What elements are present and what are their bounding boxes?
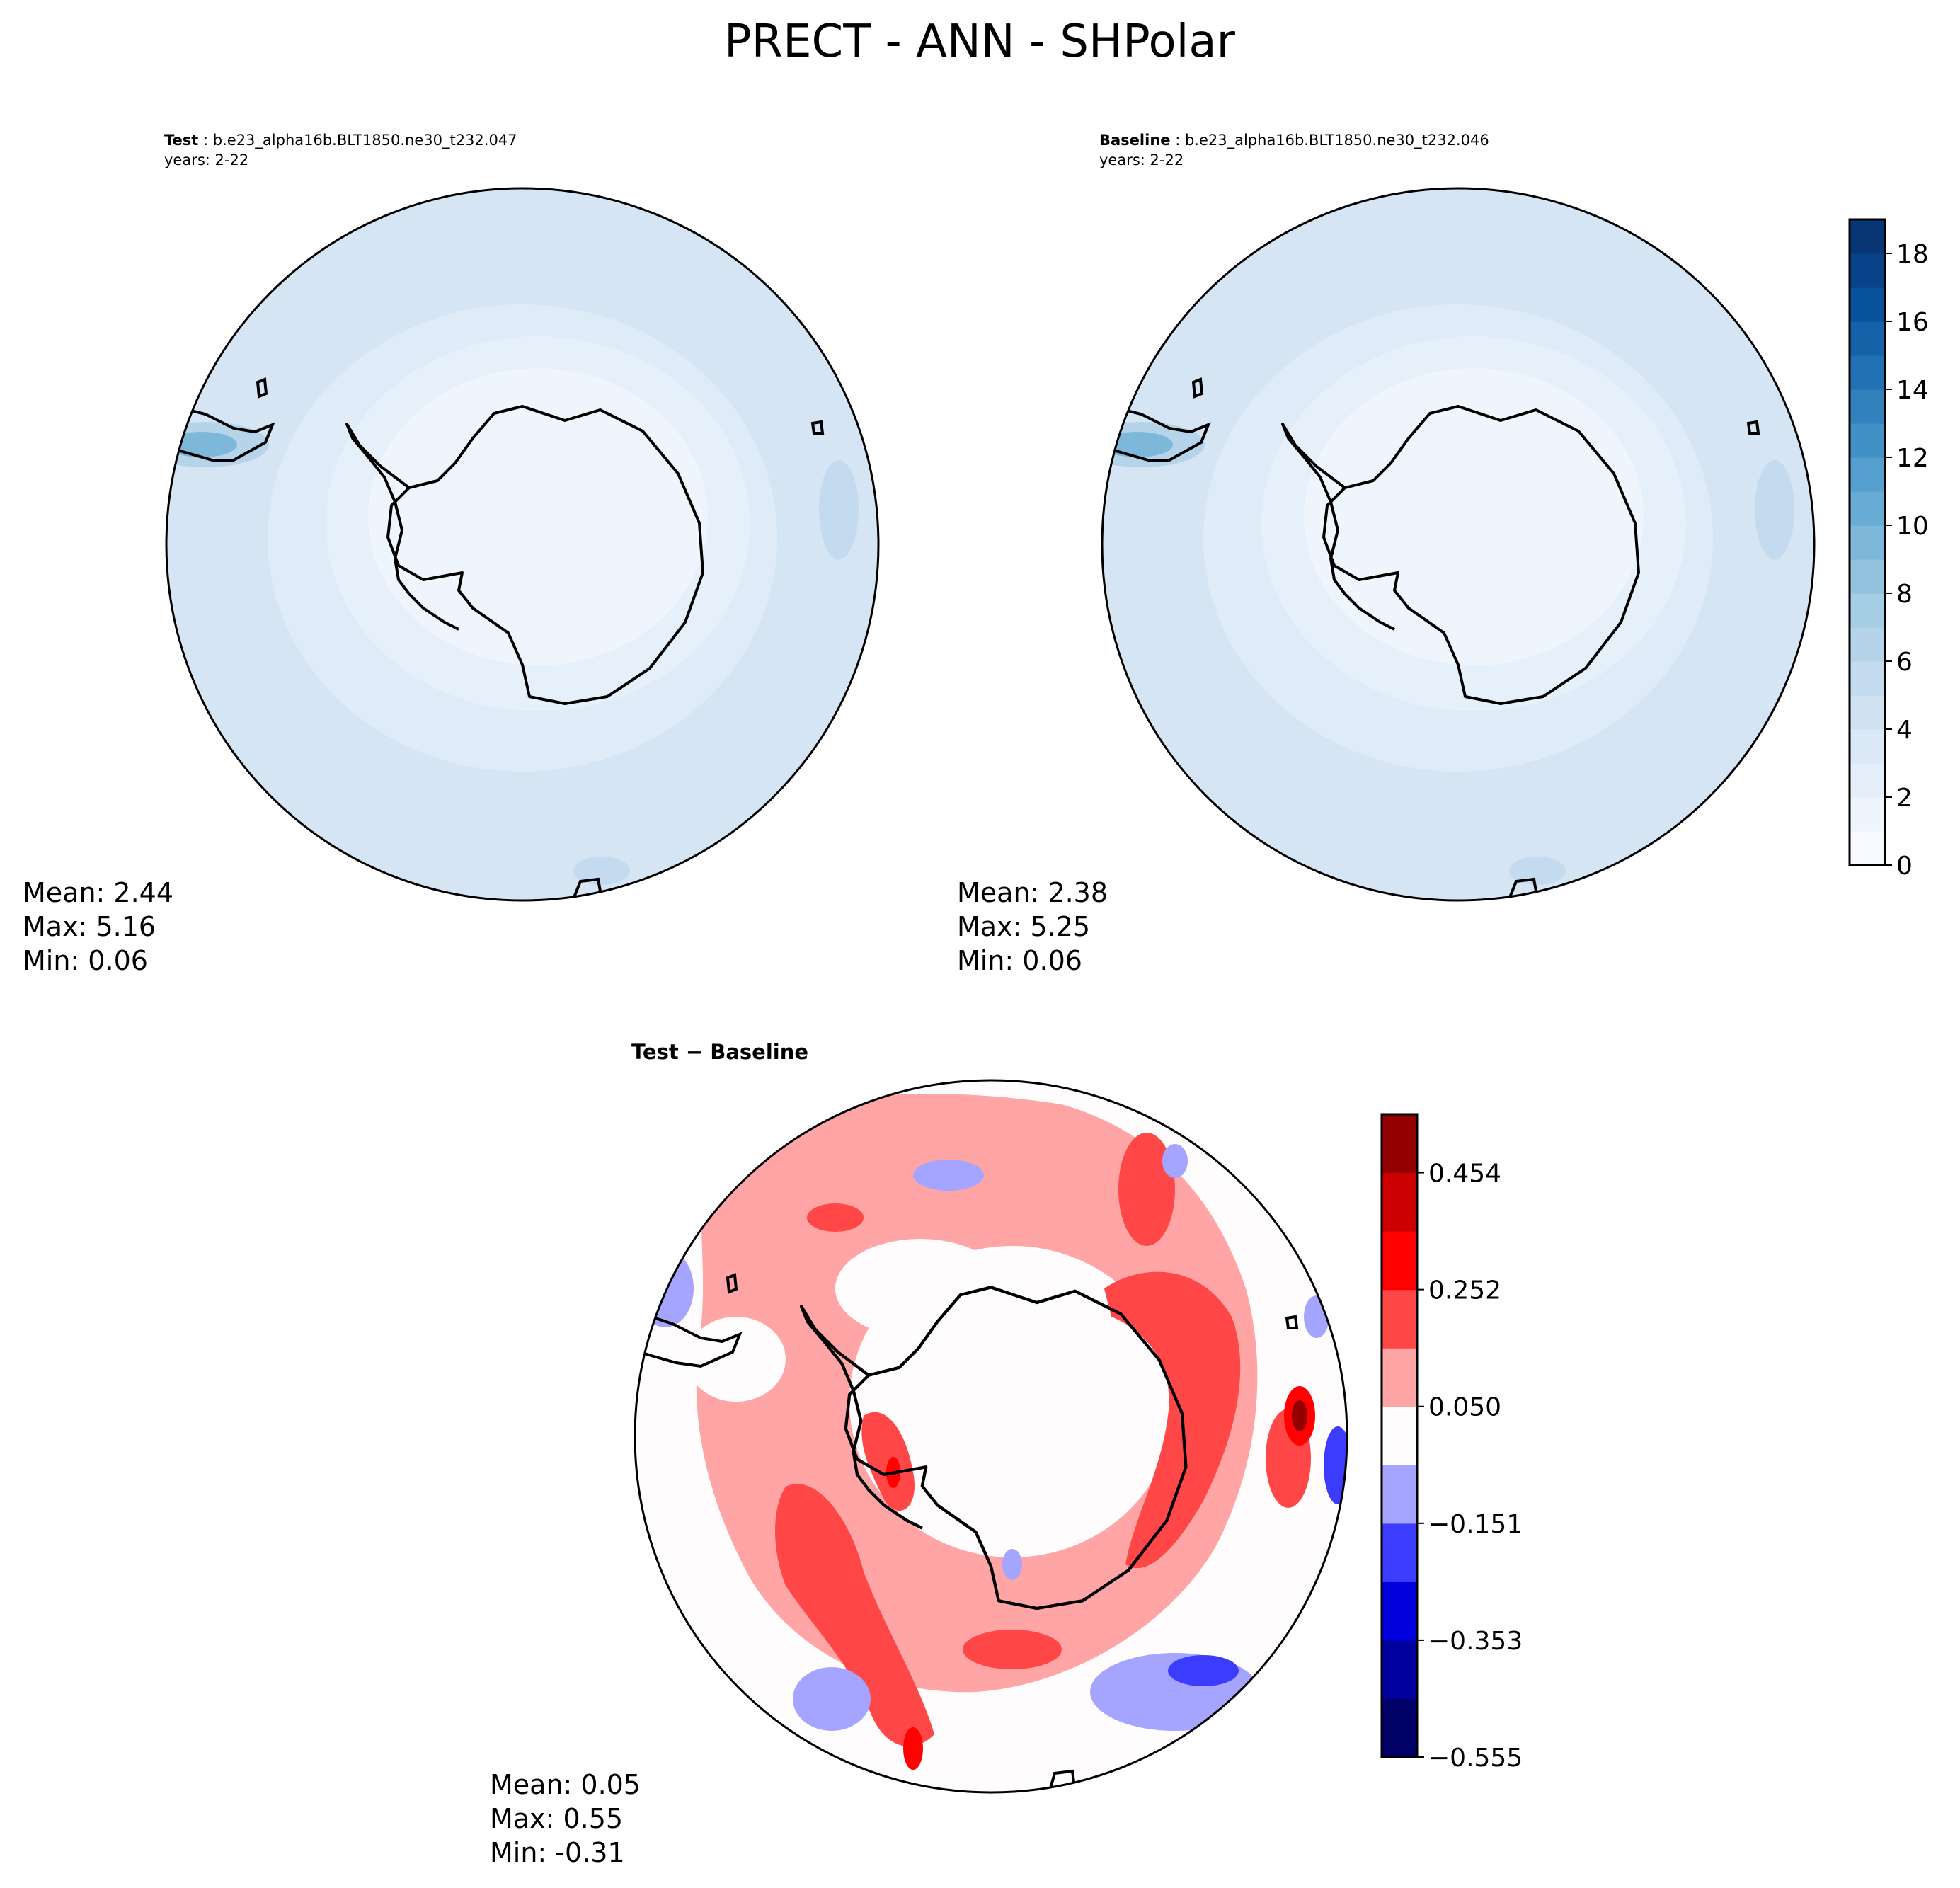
colorbar-difference-bin: [1382, 1465, 1417, 1524]
colorbar-precip-tick-label: 10: [1896, 512, 1929, 541]
colorbar-difference-tick-label: 0.454: [1428, 1160, 1501, 1189]
difference-stat-max: Max: 0.55: [490, 1803, 623, 1834]
colorbar-difference-bin: [1382, 1406, 1417, 1465]
colorbar-difference-bin: [1382, 1289, 1417, 1349]
colorbar-difference-tick-label: −0.151: [1428, 1510, 1523, 1539]
colorbar-precip-bin: [1850, 627, 1885, 662]
colorbar-precip-tick-label: 8: [1896, 580, 1913, 609]
panel-difference: Test − Baseline: [490, 1040, 1348, 1868]
colorbar-precip-bin: [1850, 661, 1885, 696]
colorbar-precip-bin: [1850, 423, 1885, 458]
colorbar-precip-bin: [1850, 321, 1885, 356]
colorbar-precip-tick-label: 6: [1896, 648, 1913, 677]
baseline-stat-min: Min: 0.06: [957, 945, 1082, 976]
colorbar-difference-tick-label: 0.252: [1428, 1276, 1501, 1305]
difference-map-boundary: [634, 1079, 1348, 1794]
colorbar-precip-bin: [1850, 355, 1885, 390]
colorbar-difference-tick-label: −0.555: [1428, 1744, 1523, 1773]
colorbar-precip-bin: [1850, 797, 1885, 832]
colorbar-difference-tick-label: 0.050: [1428, 1393, 1501, 1422]
colorbar-precip-bin: [1850, 559, 1885, 594]
colorbar-precip-bin: [1850, 219, 1885, 254]
baseline-stat-mean: Mean: 2.38: [957, 877, 1108, 908]
colorbar-precip-bin: [1850, 729, 1885, 764]
colorbar-difference-bin: [1382, 1581, 1417, 1641]
colorbar-precip-tick-label: 12: [1896, 444, 1929, 473]
colorbar-precip-tick-label: 4: [1896, 716, 1913, 745]
panel-test-years: years: 2-22: [164, 151, 248, 168]
difference-map-field: [635, 1080, 1347, 1792]
panel-baseline-case: b.e23_alpha16b.BLT1850.ne30_t232.046: [1185, 132, 1489, 149]
colorbar-difference-bin: [1382, 1640, 1417, 1700]
svg-text:Baseline : b.e23_alpha16b.BLT1: Baseline : b.e23_alpha16b.BLT1850.ne30_t…: [1099, 132, 1489, 149]
colorbar-precip: 0 2 4 6 8 10 12 14 16 18: [1848, 218, 1929, 881]
colorbar-difference-bin: [1382, 1698, 1417, 1758]
colorbar-precip-bin: [1850, 695, 1885, 730]
colorbar-precip-tick-label: 14: [1896, 376, 1929, 405]
panel-test-case: b.e23_alpha16b.BLT1850.ne30_t232.047: [213, 132, 517, 149]
panel-baseline-label: Baseline: [1099, 132, 1171, 149]
colorbar-precip-bin: [1850, 831, 1885, 866]
colorbar-difference: 0.454 0.252 0.050 −0.151 −0.353 −0.555: [1380, 1113, 1523, 1773]
panel-test: Test : b.e23_alpha16b.BLT1850.ne30_t232.…: [23, 132, 880, 976]
colorbar-difference-bin: [1382, 1231, 1417, 1291]
colorbar-precip-bin: [1850, 253, 1885, 288]
colorbar-precip-tick-label: 2: [1896, 784, 1913, 813]
baseline-map-field: [1102, 188, 1814, 900]
colorbar-precip-bin: [1850, 525, 1885, 560]
colorbar-precip-bin: [1850, 491, 1885, 526]
figure-title: PRECT - ANN - SHPolar: [724, 16, 1236, 68]
baseline-stat-max: Max: 5.25: [957, 911, 1090, 942]
svg-text:Test : b.e23_alpha16b.BLT1850.: Test : b.e23_alpha16b.BLT1850.ne30_t232.…: [164, 132, 517, 149]
test-map-field: [166, 188, 878, 900]
panel-baseline-years: years: 2-22: [1099, 151, 1184, 168]
difference-stat-min: Min: -0.31: [490, 1837, 625, 1868]
test-stat-max: Max: 5.16: [23, 911, 156, 942]
colorbar-precip-frame: [1848, 218, 1886, 866]
colorbar-precip-bin: [1850, 389, 1885, 424]
colorbar-difference-bin: [1382, 1114, 1417, 1174]
difference-stat-mean: Mean: 0.05: [490, 1769, 641, 1800]
test-stat-min: Min: 0.06: [23, 945, 148, 976]
colorbar-precip-bin: [1850, 457, 1885, 492]
colorbar-difference-bin: [1382, 1348, 1417, 1407]
colorbar-precip-tick-label: 16: [1896, 308, 1929, 337]
colorbar-precip-tick-label: 0: [1896, 852, 1913, 881]
baseline-map-boundary: [1101, 187, 1816, 902]
panel-test-label: Test: [164, 132, 198, 149]
colorbar-difference-bin: [1382, 1172, 1417, 1232]
colorbar-difference-tick-label: −0.353: [1428, 1627, 1523, 1656]
colorbar-precip-bin: [1850, 763, 1885, 798]
colorbar-difference-frame: [1380, 1113, 1419, 1758]
panel-difference-label: Test − Baseline: [631, 1040, 808, 1064]
colorbar-precip-bin: [1850, 593, 1885, 628]
colorbar-precip-bin: [1850, 287, 1885, 322]
test-stat-mean: Mean: 2.44: [23, 877, 173, 908]
panel-baseline: Baseline : b.e23_alpha16b.BLT1850.ne30_t…: [957, 132, 1816, 976]
test-map-boundary: [165, 187, 880, 902]
colorbar-precip-tick-label: 18: [1896, 240, 1929, 269]
colorbar-difference-bin: [1382, 1523, 1417, 1582]
